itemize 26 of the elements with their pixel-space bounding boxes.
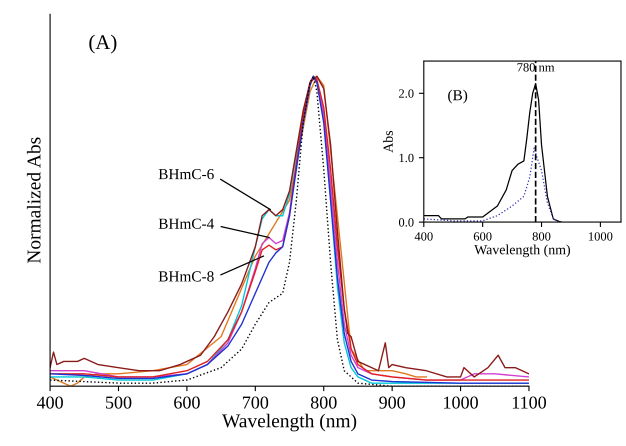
annotation: (B): [448, 90, 468, 104]
annotation: BHmC-8: [158, 271, 214, 282]
y-tick-label: 0.0: [398, 218, 414, 227]
x-tick-label: 1000: [588, 232, 612, 241]
y-axis-title: Normalized Abs: [26, 138, 41, 264]
text: (A): [89, 34, 116, 54]
x-tick-label: 800: [532, 232, 550, 241]
x-tick-label: 400: [414, 232, 433, 241]
annotation: BHmC-4: [158, 218, 214, 229]
x-axis-title: Wavelength (nm): [474, 244, 570, 258]
x-tick-label: 900: [379, 396, 405, 409]
x-tick-label: 500: [106, 396, 132, 409]
x-tick-label: 600: [174, 396, 200, 409]
x-tick-label: 600: [474, 232, 492, 241]
x-tick-label: 700: [242, 396, 268, 409]
x-tick-label: 1000: [444, 396, 478, 409]
x-tick-label: 800: [310, 396, 337, 409]
x-tick-label: 1100: [512, 396, 546, 409]
x-axis-title: Wavelength (nm): [222, 414, 356, 432]
y-axis-title: Abs: [383, 130, 393, 153]
x-tick-label: 400: [36, 396, 63, 409]
y-tick-label: 1.0: [400, 154, 414, 162]
line-series: [424, 147, 560, 222]
annotation: BHmC-6: [158, 169, 214, 180]
y-tick-label: 2.0: [399, 89, 414, 98]
ref-line-label: 780 nm: [518, 63, 554, 72]
